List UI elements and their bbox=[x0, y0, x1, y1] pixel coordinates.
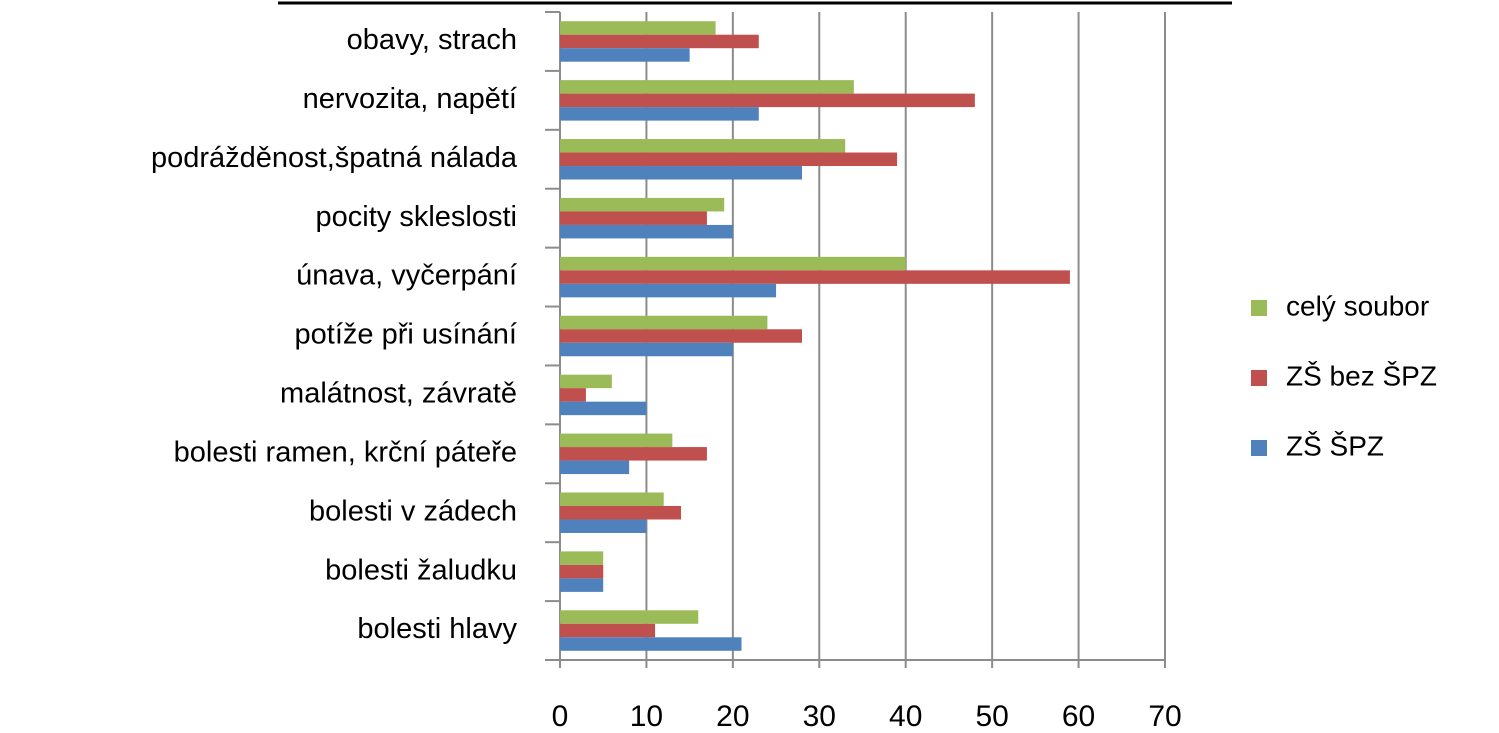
bar bbox=[560, 492, 664, 506]
category-label: malátnost, závratě bbox=[280, 378, 517, 410]
x-tick-label: 70 bbox=[1148, 700, 1181, 733]
category-label: potíže při usínání bbox=[295, 319, 517, 351]
bar bbox=[560, 388, 586, 402]
category-label: bolesti žaludku bbox=[325, 554, 517, 586]
bar bbox=[560, 374, 612, 389]
bar bbox=[560, 152, 898, 167]
x-tick-label: 20 bbox=[716, 700, 749, 733]
legend-label: celý soubor bbox=[1286, 290, 1429, 321]
category-label: podrážděnost,špatná nálada bbox=[151, 142, 518, 174]
bar bbox=[560, 505, 681, 520]
bar bbox=[560, 623, 656, 638]
legend-label: ZŠ bez ŠPZ bbox=[1286, 360, 1437, 391]
bar bbox=[560, 329, 802, 343]
bar bbox=[560, 447, 707, 461]
legend-swatch bbox=[1251, 370, 1267, 386]
legend-swatch bbox=[1251, 440, 1267, 456]
x-tick-label: 50 bbox=[975, 700, 1008, 733]
x-tick-label: 30 bbox=[803, 700, 836, 733]
x-tick-label: 40 bbox=[889, 700, 922, 733]
legend-swatch bbox=[1251, 300, 1267, 316]
category-label: nervozita, napětí bbox=[303, 83, 517, 115]
bar bbox=[560, 342, 733, 357]
legend-label: ZŠ ŠPZ bbox=[1286, 430, 1384, 461]
bar bbox=[560, 21, 716, 35]
bar bbox=[560, 224, 733, 239]
category-label: únava, vyčerpání bbox=[296, 260, 517, 292]
x-tick-label: 60 bbox=[1062, 700, 1095, 733]
category-label: obavy, strach bbox=[347, 24, 517, 56]
x-tick-label: 10 bbox=[630, 700, 663, 733]
bar bbox=[560, 107, 759, 121]
bar bbox=[560, 166, 802, 180]
bar bbox=[560, 578, 604, 592]
bar bbox=[560, 211, 707, 225]
bar bbox=[560, 283, 777, 298]
bar bbox=[560, 256, 906, 271]
x-tick-label: 0 bbox=[552, 700, 569, 733]
category-label: pocity skleslosti bbox=[316, 201, 517, 233]
bar bbox=[560, 551, 604, 565]
bar bbox=[560, 80, 854, 94]
bar bbox=[560, 93, 975, 108]
bar bbox=[560, 197, 725, 212]
bar bbox=[560, 401, 647, 416]
bar bbox=[560, 48, 690, 62]
bar bbox=[560, 564, 604, 579]
bar bbox=[560, 433, 673, 448]
bar bbox=[560, 519, 647, 533]
bar bbox=[560, 34, 759, 49]
bar bbox=[560, 460, 630, 475]
bar bbox=[560, 315, 768, 330]
bar bbox=[560, 270, 1070, 284]
category-label: bolesti hlavy bbox=[357, 613, 517, 645]
category-label: bolesti v zádech bbox=[309, 495, 517, 527]
bar bbox=[560, 637, 742, 651]
bar bbox=[560, 610, 699, 624]
bar bbox=[560, 139, 846, 153]
category-label: bolesti ramen, krční páteře bbox=[174, 436, 517, 468]
